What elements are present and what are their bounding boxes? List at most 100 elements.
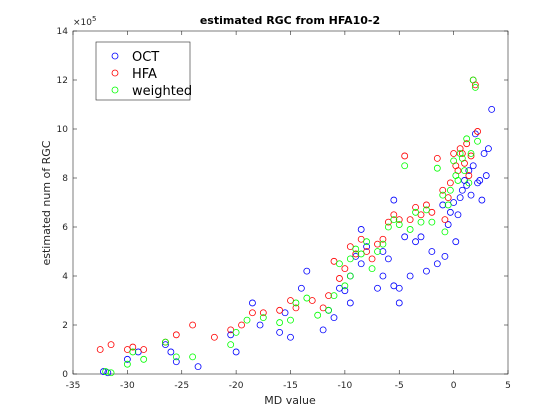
oct-point (456, 194, 464, 202)
oct-point (167, 348, 175, 356)
hfa-point (384, 218, 392, 226)
y-tick-label: 10 (57, 125, 69, 135)
chart-title: estimated RGC from HFA10-2 (200, 14, 380, 27)
weighted-point (232, 328, 240, 336)
oct-point (463, 181, 471, 189)
oct-point (428, 248, 436, 255)
y-tick-label: 14 (57, 27, 69, 37)
weighted-point (259, 314, 267, 322)
oct-point (341, 287, 349, 295)
weighted-point (123, 360, 131, 368)
oct-point (395, 299, 403, 307)
oct-point (482, 172, 490, 179)
weighted-point (352, 245, 360, 253)
weighted-point (276, 319, 284, 326)
hfa-point (474, 128, 481, 135)
oct-point (172, 358, 180, 366)
hfa-point (395, 216, 403, 224)
x-tick-label: -10 (338, 381, 353, 391)
hfa-point (379, 235, 387, 243)
legend-label-hfa: HFA (132, 67, 157, 82)
hfa-point (463, 140, 471, 148)
x-tick-label: -25 (174, 381, 189, 391)
weighted-point (368, 265, 376, 273)
oct-point (374, 284, 381, 292)
oct-point (458, 186, 466, 194)
y-tick-label: 4 (62, 272, 68, 282)
hfa-point (227, 326, 235, 334)
weighted-point (433, 164, 441, 172)
data-points (96, 76, 496, 377)
oct-point (134, 348, 142, 356)
weighted-point (441, 228, 449, 236)
weighted-point (292, 299, 300, 307)
weighted-point (446, 186, 454, 194)
oct-point (446, 208, 454, 216)
weighted-point (346, 272, 354, 280)
weighted-point (341, 282, 349, 290)
oct-point (281, 309, 289, 317)
weighted-point (401, 162, 409, 170)
oct-point (417, 233, 425, 241)
oct-point (303, 267, 311, 275)
oct-point (100, 368, 107, 375)
hfa-point (287, 297, 294, 304)
x-tick-label: -5 (395, 381, 404, 391)
hfa-point (276, 306, 284, 314)
weighted-point (172, 353, 180, 361)
legend-marker-oct (111, 52, 119, 60)
hfa-point (330, 257, 338, 265)
oct-point (444, 221, 452, 228)
oct-point (287, 333, 294, 341)
hfa-point (189, 321, 197, 329)
hfa-point (439, 186, 447, 194)
weighted-point (467, 150, 475, 157)
oct-point (478, 196, 486, 204)
hfa-point (123, 346, 131, 353)
oct-point (488, 106, 496, 113)
weighted-point (384, 223, 392, 231)
legend-label-oct: OCT (132, 50, 159, 65)
x-tick-label: -35 (66, 381, 81, 391)
y-tick-label: 6 (62, 223, 68, 233)
oct-point (379, 272, 387, 280)
oct-point (363, 243, 371, 251)
oct-point (227, 331, 235, 339)
weighted-point (314, 311, 322, 319)
weighted-point (444, 201, 452, 209)
y-tick-label: 8 (62, 174, 68, 184)
y-axis-label: estimated num of RGC (40, 140, 53, 265)
hfa-point (441, 216, 449, 224)
oct-point (439, 201, 447, 209)
weighted-point (417, 218, 425, 226)
weighted-point (140, 355, 148, 363)
x-tick-label: 5 (505, 381, 511, 391)
oct-point (452, 238, 460, 246)
hfa-point (406, 216, 414, 224)
weighted-point (346, 255, 354, 263)
oct-point (485, 145, 492, 153)
hfa-point (428, 208, 436, 216)
hfa-point (374, 240, 381, 248)
oct-point (379, 248, 387, 255)
hfa-point (412, 203, 419, 211)
weighted-point (107, 369, 115, 377)
hfa-point (357, 235, 365, 243)
hfa-point (210, 333, 218, 341)
weighted-point (357, 250, 365, 258)
weighted-point (129, 348, 137, 356)
oct-point (256, 321, 264, 329)
oct-point (412, 238, 419, 246)
hfa-point (423, 201, 430, 209)
x-tick-label: -20 (229, 381, 244, 391)
weighted-point (469, 76, 477, 84)
hfa-point (346, 243, 354, 251)
oct-point (352, 252, 360, 260)
hfa-point (336, 275, 343, 282)
y-exponent-label: ×105 (73, 15, 96, 28)
hfa-point (390, 211, 398, 219)
hfa-point (363, 248, 371, 255)
oct-point (454, 211, 462, 219)
oct-point (297, 284, 305, 292)
